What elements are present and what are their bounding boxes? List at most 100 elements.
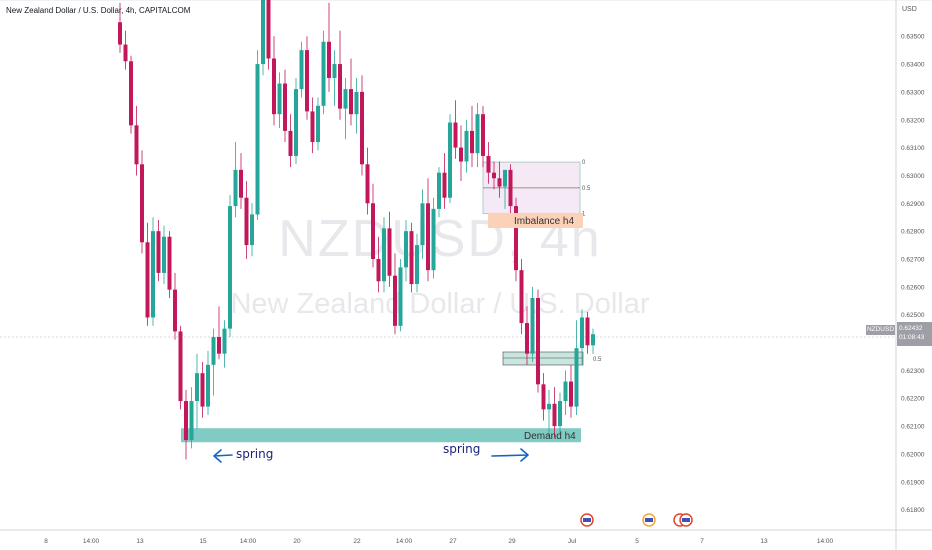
candle-body [173,289,177,332]
candle-body [481,114,485,156]
candle-body [574,348,579,407]
candle-body [486,155,491,173]
candle-body [195,373,199,402]
candle-body [569,381,573,407]
imbalance-label: Imbalance h4 [514,216,574,227]
candle-body [349,89,353,115]
candle-body [475,114,480,154]
candle-body [426,203,430,271]
x-tick-label: 29 [508,538,516,545]
candle-body [305,50,309,112]
candle-body [404,231,408,268]
us-flag-icon-field [583,518,591,522]
candle-body [585,317,590,346]
x-tick-label: 22 [353,538,361,545]
candle-body [277,83,282,115]
candle-body [525,323,529,354]
x-tick-label: 14:00 [817,538,834,545]
candle-body [552,403,557,427]
candle-body [244,197,249,246]
spring-arrow-left-icon [213,449,233,463]
fib-level-label: 1 [582,212,586,218]
candle-body [261,0,265,65]
candle-body [398,267,403,326]
x-tick-label: 14:00 [240,538,257,545]
candle-body [140,164,144,243]
candle-body [283,83,287,131]
candle-body [459,147,463,162]
x-tick-label: 15 [199,538,207,545]
candle-body [437,172,441,209]
candle-body [228,206,232,329]
candle-body [145,242,150,318]
chart-title: New Zealand Dollar / U.S. Dollar, 4h, CA… [6,6,191,15]
candle-body [129,61,133,126]
y-tick-label: 0.63100 [901,145,925,152]
candle-body [519,270,524,324]
candle-body [167,236,172,290]
candle-body [211,336,216,365]
candle-body [156,231,161,273]
candle-body [470,130,474,154]
candle-body [541,384,546,410]
candle-body [453,122,458,148]
candle-body [178,331,183,402]
demand-label: Demand h4 [524,431,576,442]
candle-body [288,130,293,156]
y-tick-label: 0.62600 [901,284,925,291]
candle-body [294,89,298,156]
candle-body [442,172,447,198]
x-tick-label: 14:00 [83,538,100,545]
candle-body [184,401,188,441]
x-tick-label: 13 [760,538,768,545]
y-tick-label: 0.62200 [901,396,925,403]
candle-body [239,169,243,198]
candle-body [360,91,364,165]
candle-body [536,297,540,385]
candle-body [514,206,518,271]
ticker-tag: NZDUSD [866,325,895,335]
candle-body [321,41,326,106]
candle-body [310,111,315,143]
candle-body [255,64,260,215]
fib-level-label: 0.5 [593,357,602,363]
x-tick-label: Jul [568,538,577,545]
y-tick-label: 0.61800 [901,507,925,514]
candle-body [189,401,194,441]
fib-zone [502,351,584,366]
candle-body [547,403,551,410]
y-tick-label: 0.62500 [901,312,925,319]
candle-body [382,228,386,282]
last-price-tag: 0.62432 01:08:43 [897,322,932,346]
candle-body [200,373,205,407]
candle-body [134,125,139,165]
us-flag-icon-field [682,518,690,522]
y-tick-label: 0.63400 [901,62,925,69]
spring-label-left: spring [236,447,273,461]
candle-body [206,364,210,407]
candle-body [464,130,469,162]
candle-body [431,208,436,271]
last-price-value: 0.62432 [899,325,923,332]
candle-body [233,169,238,207]
y-tick-label: 0.62000 [901,451,925,458]
imbalance-label-bg [488,213,583,229]
candle-body [492,172,496,179]
us-flag-icon-field [645,518,653,522]
x-tick-label: 13 [136,538,144,545]
event-flags[interactable] [580,513,693,527]
y-tick-label: 0.62700 [901,257,925,264]
candle-body [371,203,375,259]
candle-body [365,164,370,204]
candle-body [530,297,535,354]
candle-body [118,22,122,45]
candle-body [332,64,337,78]
candle-body [123,44,128,62]
watermark-name: New Zealand Dollar / U.S. Dollar [230,288,649,320]
candle-body [580,317,584,349]
y-tick-label: 0.63000 [901,173,925,180]
fib-level-label: 0 [582,160,586,166]
candle-body [250,214,254,246]
x-tick-label: 14:00 [396,538,413,545]
